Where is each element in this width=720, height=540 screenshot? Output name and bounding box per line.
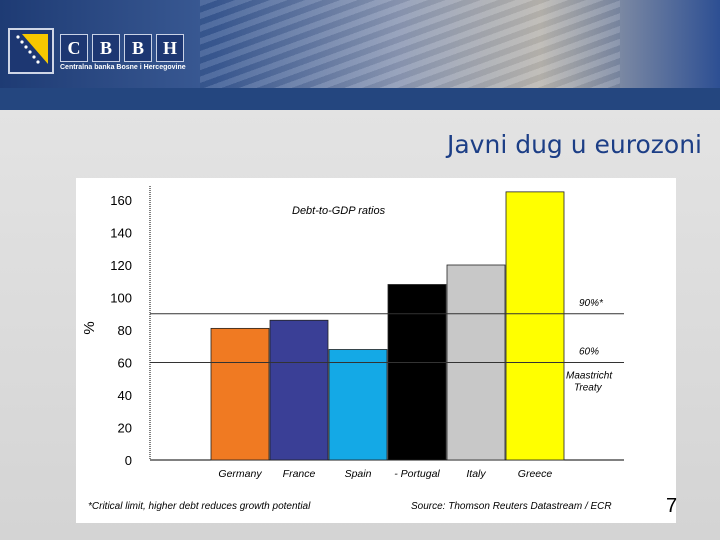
slide-number: 7	[666, 495, 678, 517]
y-tick-label: 120	[110, 258, 132, 273]
brand-letter: H	[156, 34, 184, 62]
x-tick-label: Greece	[518, 468, 553, 480]
y-tick-label: 40	[118, 388, 132, 403]
y-tick-label: 100	[110, 291, 132, 306]
y-axis-label: %	[81, 321, 98, 334]
banknote-image	[200, 0, 620, 88]
y-tick-label: 20	[118, 421, 132, 436]
y-tick-label: 140	[110, 226, 132, 241]
reference-sublabel: Treaty	[574, 383, 603, 394]
bar	[269, 319, 329, 461]
brand-subtitle: Centralna banka Bosne i Hercegovine	[60, 64, 186, 71]
reference-sublabel: Maastricht	[566, 371, 613, 382]
reference-label: 90%*	[579, 298, 604, 309]
chart-annotation: Debt-to-GDP ratios	[292, 205, 386, 217]
source-note: Source: Thomson Reuters Datastream / ECR	[411, 501, 612, 512]
chart-image: 0 20 40 60 80 100 120 140 160 Germany France Spain…	[76, 178, 676, 523]
bar	[387, 284, 447, 461]
x-tick-label: Germany	[218, 468, 262, 480]
reference-label: 60%	[579, 347, 599, 358]
y-tick-label: 60	[118, 356, 132, 371]
debt-to-gdp-chart: 0 20 40 60 80 100 120 140 160 Germany France Spain…	[81, 186, 624, 512]
y-tick-label: 80	[118, 323, 132, 338]
bar	[505, 191, 565, 461]
brand-letter: B	[92, 34, 120, 62]
brand-logo: C B B H	[60, 34, 184, 62]
slide-title: Javni dug u eurozoni	[446, 130, 702, 159]
header-ribbon	[0, 88, 720, 110]
y-tick-label: 0	[125, 453, 132, 468]
footnote: *Critical limit, higher debt reduces gro…	[88, 501, 311, 512]
bih-flag-icon	[8, 28, 54, 74]
x-tick-label: France	[283, 468, 316, 480]
x-tick-label: Italy	[466, 468, 486, 480]
header-banner: C B B H Centralna banka Bosne i Hercegov…	[0, 0, 720, 88]
y-tick-label: 160	[110, 193, 132, 208]
brand-letter: C	[60, 34, 88, 62]
x-tick-label: - Portugal	[394, 468, 440, 480]
brand-letter: B	[124, 34, 152, 62]
bar	[328, 349, 388, 461]
bar	[210, 327, 270, 461]
x-tick-label: Spain	[345, 468, 372, 480]
